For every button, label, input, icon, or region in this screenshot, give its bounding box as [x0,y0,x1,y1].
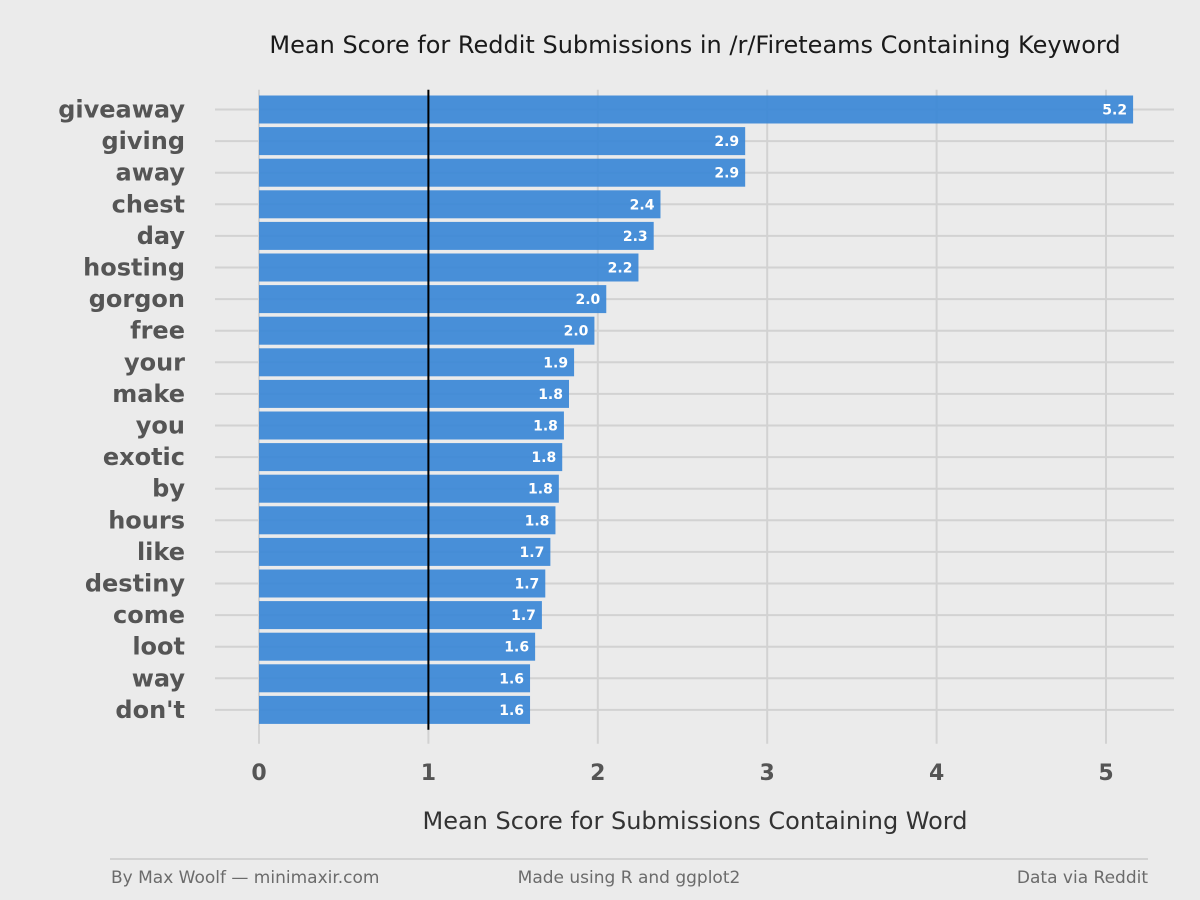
footer-center-credit: Made using R and ggplot2 [518,868,741,888]
bar [259,443,563,472]
bar-value-label: 1.7 [514,577,539,593]
bar [259,537,551,566]
bar [259,95,1134,124]
bar [259,316,595,345]
bar [259,695,531,724]
bar [259,348,575,377]
bar [259,127,746,156]
bar [259,190,661,219]
x-tick-label: 3 [760,761,775,786]
category-label: come [113,601,185,629]
category-label: your [124,348,185,376]
bar-value-label: 1.9 [543,355,568,371]
x-tick-labels: 0 1 2 3 4 5 [251,761,1113,786]
bar-value-label: 2.9 [714,134,739,150]
category-label: make [112,380,185,408]
bar-value-label: 2.0 [575,292,600,308]
category-label: destiny [85,570,186,598]
bar [259,506,556,535]
category-label: giveaway [58,96,185,124]
footer-right-credit: Data via Reddit [1017,868,1148,888]
category-label: don't [115,696,185,724]
bar-value-label: 1.7 [511,608,536,624]
category-label: giving [101,127,185,155]
bar-value-label: 1.6 [499,703,524,719]
footer-left-credit: By Max Woolf — minimaxir.com [111,868,380,888]
bar [259,411,564,440]
category-label: gorgon [89,285,185,313]
bar-value-label: 2.9 [714,166,739,182]
x-tick-label: 0 [251,761,266,786]
x-tick-label: 1 [421,761,436,786]
bar-value-label: 2.0 [564,324,589,340]
bar-value-label: 5.2 [1102,103,1127,119]
bar [259,285,607,314]
category-label: away [116,159,186,187]
bar-value-label: 1.8 [538,387,563,403]
x-tick-label: 2 [590,761,605,786]
bars [259,95,1134,724]
bar [259,158,746,187]
bar-value-label: 1.8 [528,482,553,498]
bar-value-labels: 5.2 2.9 2.9 2.4 2.3 2.2 2.0 2.0 1.9 1.8 1.8 1.8 1.8 1… [499,103,1127,719]
bar-value-label: 2.4 [630,197,655,213]
category-label: hosting [83,254,185,282]
bar-value-label: 1.7 [520,545,545,561]
bar [259,569,546,598]
category-label: chest [112,190,185,218]
category-label: you [136,412,185,440]
category-label: exotic [103,443,185,471]
bar [259,601,542,630]
chart-title: Mean Score for Reddit Submissions in /r/… [269,31,1120,59]
bar [259,664,531,693]
category-label: day [137,222,186,250]
bar [259,221,654,250]
bar-value-label: 1.8 [525,513,550,529]
x-axis-label: Mean Score for Submissions Containing Wo… [422,807,967,835]
category-label: loot [132,633,185,661]
bar [259,632,536,661]
bar-value-label: 1.8 [531,450,556,466]
bar-value-label: 2.2 [608,261,633,277]
category-label: hours [108,506,185,534]
bar-value-label: 1.8 [533,419,558,435]
bar [259,474,559,503]
category-label: free [130,317,185,345]
x-tick-label: 4 [929,761,944,786]
bar-value-label: 2.3 [623,229,648,245]
x-tick-label: 5 [1098,761,1113,786]
bar [259,253,639,282]
bar-value-label: 1.6 [504,640,529,656]
bar-value-label: 1.6 [499,671,524,687]
bar [259,379,570,408]
category-labels: giveaway giving away chest day hosting gorgon f… [58,96,185,724]
category-label: way [132,664,186,692]
category-label: by [152,475,185,503]
category-label: like [137,538,185,566]
